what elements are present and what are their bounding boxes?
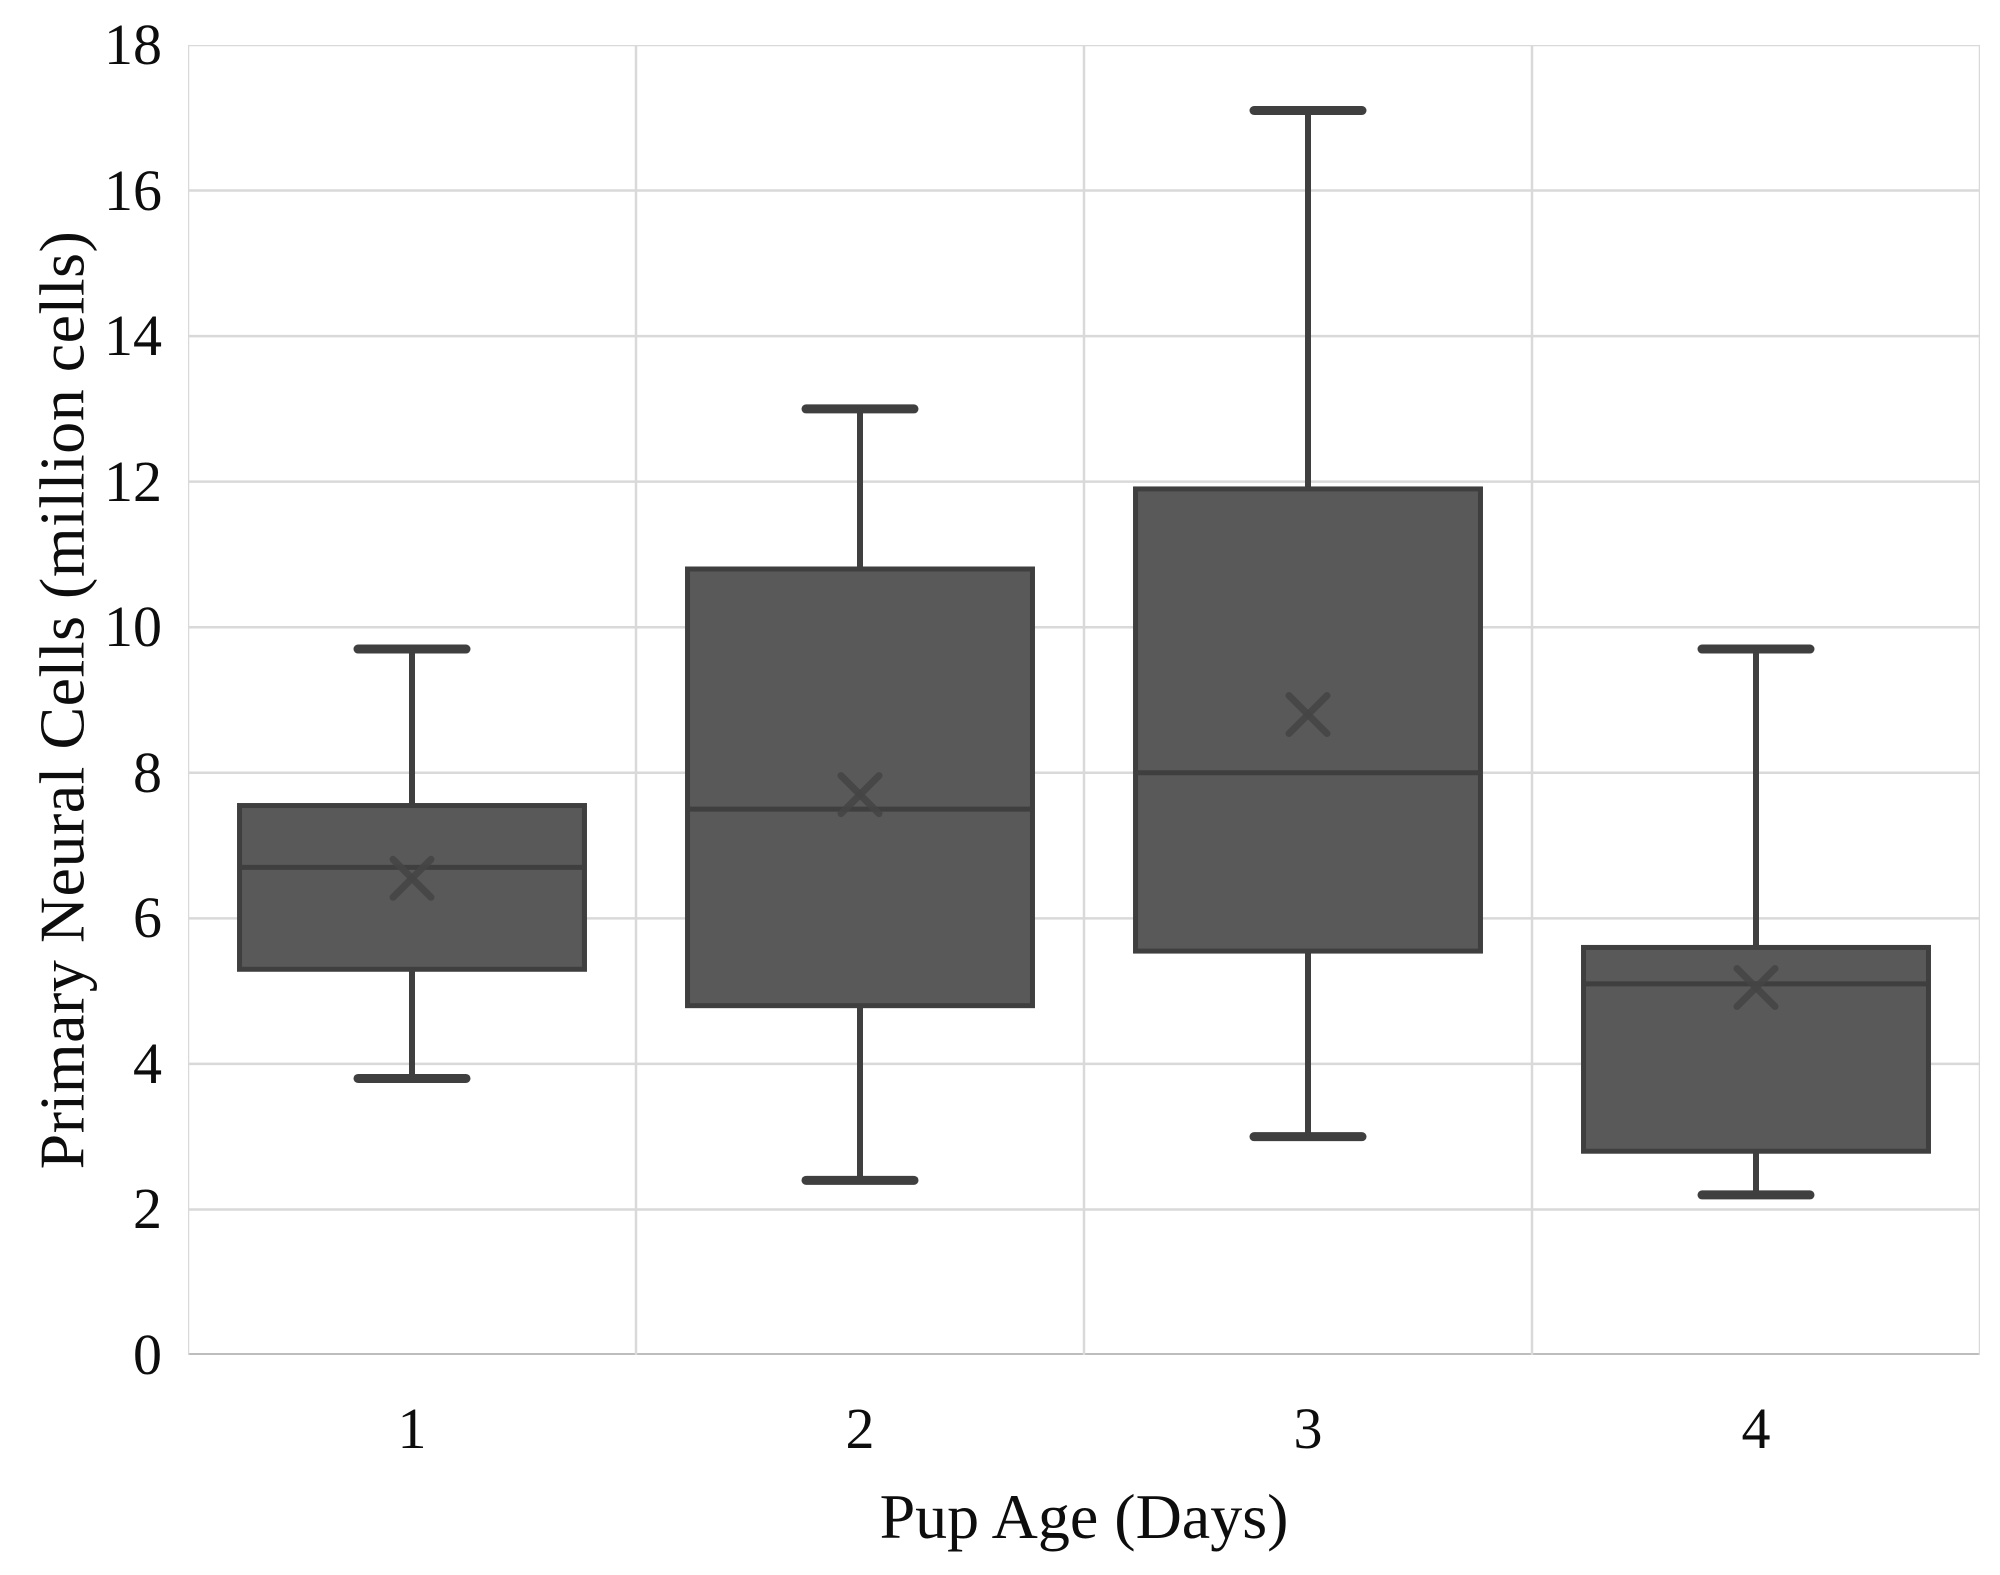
y-tick-label-18: 18	[104, 12, 162, 77]
mean-x-marker	[1285, 692, 1331, 738]
iqr-box-age-1	[237, 803, 587, 972]
y-tick-label-8: 8	[133, 739, 162, 805]
y-tick-label-6: 6	[133, 885, 162, 951]
y-tick-label-2: 2	[133, 1176, 162, 1242]
x-tick-label-2: 2	[845, 1396, 875, 1461]
mean-x-marker	[389, 855, 435, 901]
y-tick-label-0: 0	[133, 1322, 162, 1387]
x-tick-label-4: 4	[1741, 1396, 1771, 1461]
y-axis-title-wrap: Primary Neural Cells (million cells)	[14, 45, 110, 1355]
y-tick-label-14: 14	[104, 303, 162, 369]
mean-x-marker	[1733, 964, 1779, 1010]
mean-x-marker	[837, 772, 883, 818]
x-axis-title: Pup Age (Days)	[879, 1481, 1289, 1552]
y-tick-label-16: 16	[104, 157, 162, 223]
x-tick-label-3: 3	[1293, 1396, 1323, 1461]
iqr-box-age-3	[1133, 486, 1483, 954]
y-tick-label-10: 10	[104, 594, 162, 660]
y-tick-label-4: 4	[133, 1030, 162, 1096]
x-tick-label-1: 1	[397, 1396, 427, 1461]
boxplot-canvas	[188, 45, 1980, 1355]
y-tick-label-12: 12	[104, 448, 162, 514]
plot-area	[188, 45, 1980, 1355]
iqr-box-age-2	[685, 566, 1035, 1009]
iqr-box-age-4	[1581, 944, 1931, 1154]
